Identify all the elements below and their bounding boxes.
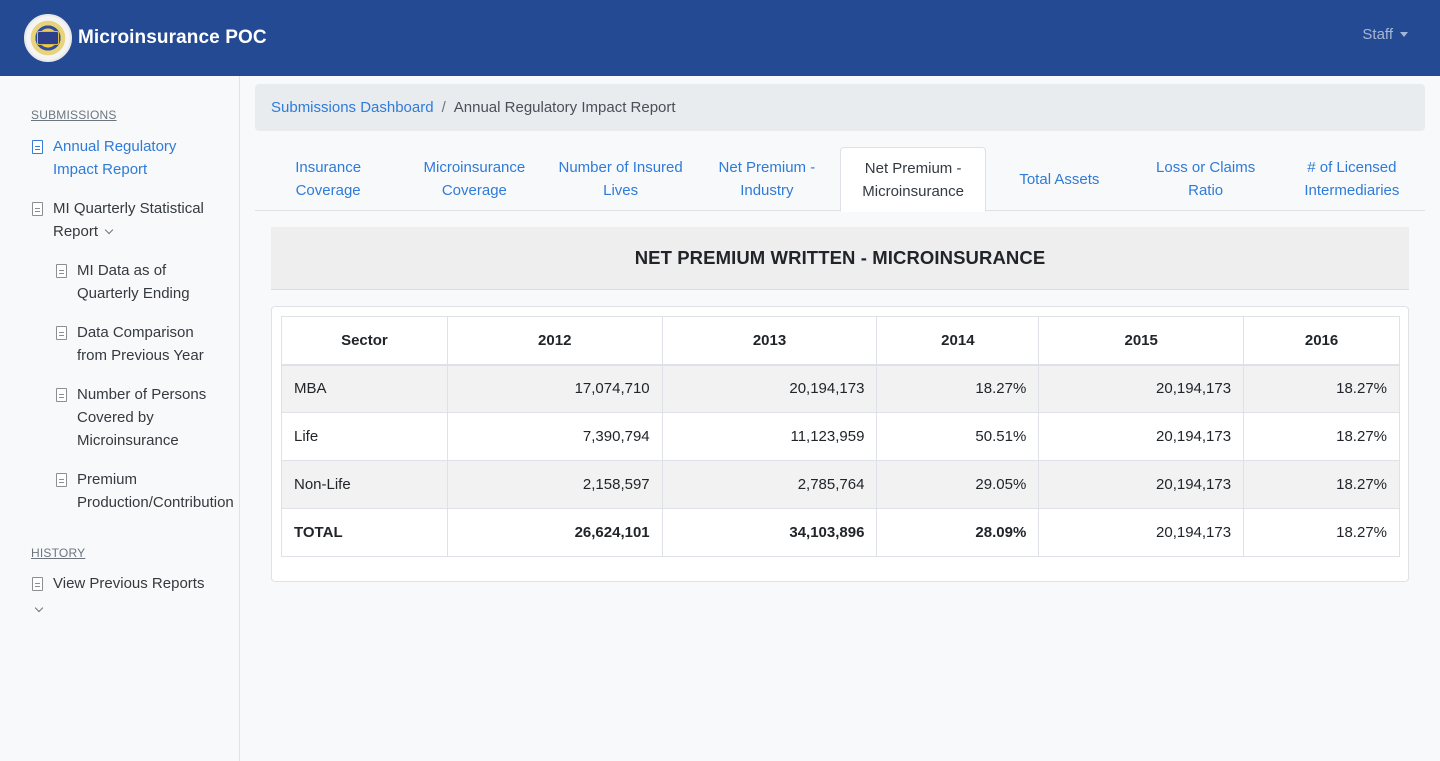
table-cell: 2,785,764 bbox=[661, 460, 878, 509]
tab-insurance-coverage[interactable]: Insurance Coverage bbox=[295, 159, 362, 199]
sidebar-item-label: Annual Regulatory Impact Report bbox=[53, 138, 177, 178]
user-menu-dropdown[interactable]: Staff bbox=[1362, 26, 1408, 43]
table-cell: Non-Life bbox=[281, 460, 448, 509]
user-menu-label: Staff bbox=[1362, 26, 1393, 43]
column-header: 2015 bbox=[1038, 316, 1245, 366]
history-heading: HISTORY bbox=[31, 546, 86, 560]
document-icon bbox=[32, 202, 43, 216]
table-cell: 18.27% bbox=[1243, 412, 1400, 461]
sidebar-item-mi-data[interactable]: MI Data as of Quarterly Ending bbox=[56, 259, 226, 305]
top-navbar: Microinsurance POC Staff bbox=[0, 0, 1440, 76]
table-cell: 20,194,173 bbox=[661, 364, 878, 413]
chevron-down-icon[interactable] bbox=[34, 603, 44, 613]
table-cell: TOTAL bbox=[281, 508, 448, 557]
caret-down-icon bbox=[1400, 32, 1408, 37]
breadcrumb-link[interactable]: Submissions Dashboard bbox=[271, 99, 434, 116]
report-title: NET PREMIUM WRITTEN - MICROINSURANCE bbox=[271, 227, 1409, 290]
sidebar-item-label: Premium Production/Contribution bbox=[77, 471, 234, 511]
document-icon bbox=[56, 326, 67, 340]
sidebar-item-label: Data Comparison from Previous Year bbox=[77, 324, 204, 364]
table-cell: 26,624,101 bbox=[446, 508, 663, 557]
tab-net-premium-microinsurance[interactable]: Net Premium - Microinsurance bbox=[840, 147, 987, 212]
sidebar-item-view-previous[interactable]: View Previous Reports bbox=[32, 572, 222, 595]
document-icon bbox=[56, 264, 67, 278]
sidebar-item-label: MI Data as of Quarterly Ending bbox=[77, 262, 190, 302]
table-cell: 18.27% bbox=[1243, 460, 1400, 509]
table-row: Life 7,390,794 11,123,959 50.51% 20,194,… bbox=[281, 412, 1400, 461]
document-icon bbox=[56, 388, 67, 402]
document-icon bbox=[32, 577, 43, 591]
table-cell: 50.51% bbox=[876, 412, 1040, 461]
sidebar: SUBMISSIONS Annual Regulatory Impact Rep… bbox=[0, 76, 240, 761]
table-cell: 29.05% bbox=[876, 460, 1040, 509]
tab-net-premium-industry[interactable]: Net Premium - Industry bbox=[718, 159, 816, 199]
table-cell: 11,123,959 bbox=[661, 412, 878, 461]
report-tabs: Insurance Coverage Microinsurance Covera… bbox=[255, 147, 1425, 212]
sidebar-item-quarterly-report[interactable]: MI Quarterly Statistical Report bbox=[32, 197, 222, 243]
document-icon bbox=[56, 473, 67, 487]
table-card: Sector 2012 2013 2014 2015 2016 MBA 17,0… bbox=[271, 306, 1409, 582]
sidebar-item-annual-report[interactable]: Annual Regulatory Impact Report bbox=[32, 135, 222, 181]
brand[interactable]: Microinsurance POC bbox=[24, 14, 267, 62]
column-header: 2014 bbox=[876, 316, 1040, 366]
sidebar-item-premium-production[interactable]: Premium Production/Contribution bbox=[56, 468, 234, 514]
table-cell: 18.27% bbox=[876, 364, 1040, 413]
tab-insured-lives[interactable]: Number of Insured Lives bbox=[558, 159, 683, 199]
column-header: 2013 bbox=[661, 316, 878, 366]
table-cell: 20,194,173 bbox=[1038, 364, 1245, 413]
chevron-down-icon[interactable] bbox=[104, 225, 114, 235]
table-cell: 2,158,597 bbox=[446, 460, 663, 509]
tab-microinsurance-coverage[interactable]: Microinsurance Coverage bbox=[423, 159, 526, 199]
table-cell: 7,390,794 bbox=[446, 412, 663, 461]
sidebar-item-label: MI Quarterly Statistical Report bbox=[53, 200, 204, 240]
sidebar-item-label: View Previous Reports bbox=[53, 575, 205, 592]
column-header: 2012 bbox=[446, 316, 663, 366]
table-row: Non-Life 2,158,597 2,785,764 29.05% 20,1… bbox=[281, 460, 1400, 509]
tab-licensed-intermediaries[interactable]: # of Licensed Intermediaries bbox=[1304, 159, 1400, 199]
table-cell: 34,103,896 bbox=[661, 508, 878, 557]
breadcrumb-current: Annual Regulatory Impact Report bbox=[453, 99, 676, 116]
table-cell: MBA bbox=[281, 364, 448, 413]
sidebar-item-persons-covered[interactable]: Number of Persons Covered by Microinsura… bbox=[56, 383, 226, 452]
table-header-row: Sector 2012 2013 2014 2015 2016 bbox=[281, 316, 1400, 366]
table-cell: 18.27% bbox=[1243, 508, 1400, 557]
app-title: Microinsurance POC bbox=[78, 27, 267, 48]
table-cell: 18.27% bbox=[1243, 364, 1400, 413]
column-header: 2016 bbox=[1243, 316, 1400, 366]
submissions-heading: SUBMISSIONS bbox=[31, 108, 117, 122]
table-cell: 17,074,710 bbox=[446, 364, 663, 413]
sidebar-item-data-comparison[interactable]: Data Comparison from Previous Year bbox=[56, 321, 226, 367]
table-row: MBA 17,074,710 20,194,173 18.27% 20,194,… bbox=[281, 364, 1400, 413]
table-cell: 28.09% bbox=[876, 508, 1040, 557]
tab-total-assets[interactable]: Total Assets bbox=[1019, 170, 1100, 188]
table-total-row: TOTAL 26,624,101 34,103,896 28.09% 20,19… bbox=[281, 508, 1400, 557]
column-header: Sector bbox=[281, 316, 448, 366]
table-cell: 20,194,173 bbox=[1038, 508, 1245, 557]
table-cell: 20,194,173 bbox=[1038, 412, 1245, 461]
breadcrumb: Submissions Dashboard / Annual Regulator… bbox=[255, 84, 1425, 131]
document-icon bbox=[32, 140, 43, 154]
tab-loss-claims-ratio[interactable]: Loss or Claims Ratio bbox=[1156, 159, 1256, 199]
breadcrumb-separator: / bbox=[441, 99, 446, 116]
net-premium-table: Sector 2012 2013 2014 2015 2016 MBA 17,0… bbox=[281, 316, 1400, 557]
sidebar-item-label: Number of Persons Covered by Microinsura… bbox=[77, 386, 207, 449]
table-cell: Life bbox=[281, 412, 448, 461]
table-cell: 20,194,173 bbox=[1038, 460, 1245, 509]
seal-logo-icon bbox=[24, 14, 72, 62]
